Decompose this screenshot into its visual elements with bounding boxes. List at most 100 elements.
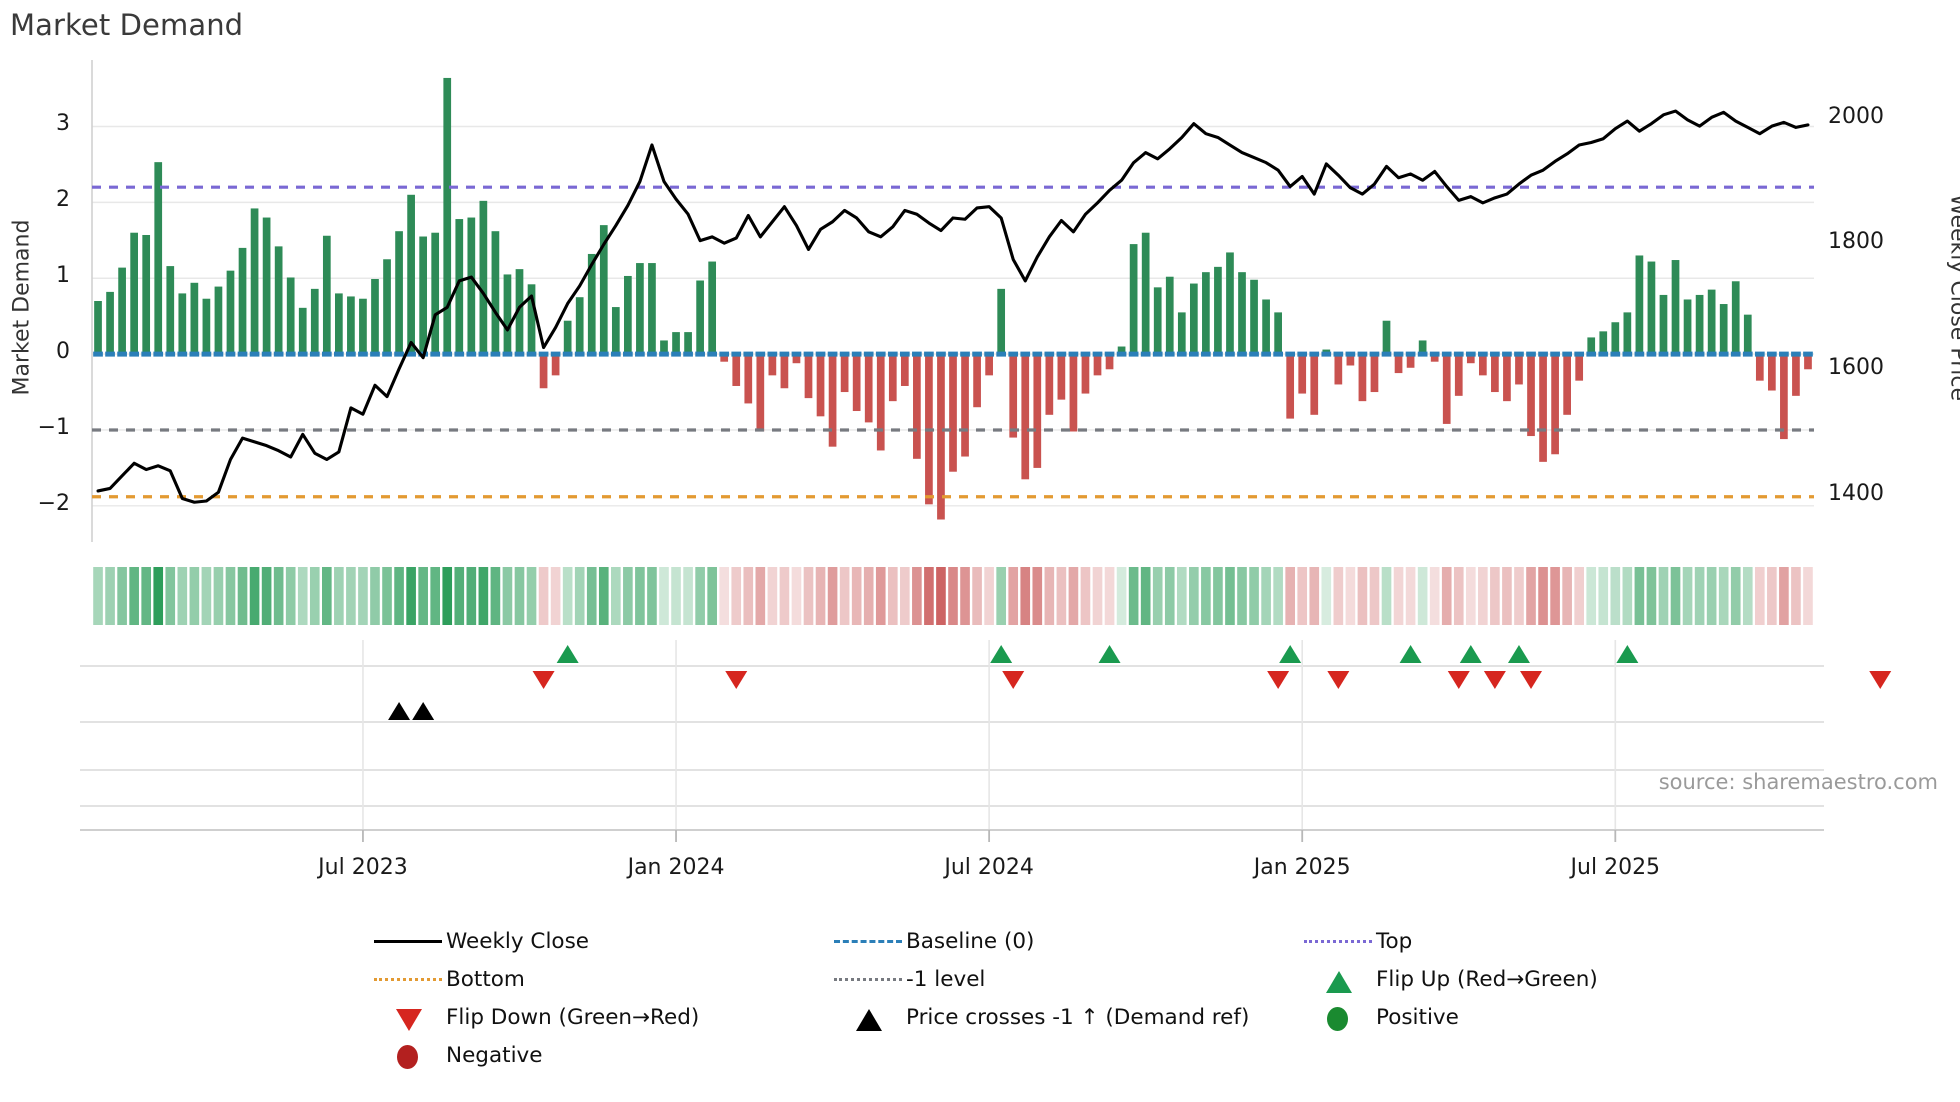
demand-bar [286, 277, 295, 355]
demand-bar [130, 232, 139, 355]
demand-bar [1153, 287, 1162, 355]
demand-bar [1105, 354, 1114, 370]
x-tick: Jan 2025 [1253, 855, 1351, 880]
heatmap-cell [1441, 567, 1452, 625]
legend-label: Baseline (0) [906, 928, 1035, 954]
heatmap-cell [1357, 567, 1368, 625]
heatmap-cell [1164, 567, 1175, 625]
demand-bar [563, 320, 572, 355]
heatmap-cell [743, 567, 754, 625]
demand-bar [900, 354, 909, 386]
heatmap-cell [1779, 567, 1789, 625]
demand-bar [587, 253, 596, 355]
heatmap-cell [996, 567, 1006, 625]
heatmap-cell [1345, 567, 1356, 625]
legend-item[interactable]: Price crosses -1 ↑ (Demand ref) [830, 998, 1300, 1036]
demand-bar [166, 266, 175, 355]
demand-bar [1683, 299, 1692, 355]
heatmap-cell [972, 567, 982, 625]
demand-bar [491, 231, 500, 355]
demand-bar [1587, 337, 1596, 355]
demand-bar [1454, 354, 1463, 396]
heatmap-cell [900, 567, 910, 625]
demand-bar [624, 275, 632, 355]
demand-bar [876, 354, 885, 451]
demand-bar [1081, 354, 1090, 394]
legend-item[interactable]: Bottom [370, 960, 830, 998]
legend-symbol [1304, 940, 1372, 943]
heatmap-cell [562, 567, 573, 625]
demand-bar [335, 293, 343, 355]
heatmap-cell [1273, 567, 1283, 625]
legend-item[interactable]: Positive [1300, 998, 1690, 1036]
demand-bar [1274, 312, 1282, 355]
heatmap-cell [1646, 567, 1657, 625]
legend-item[interactable]: Flip Down (Green→Red) [370, 998, 830, 1036]
y-tick-left: 0 [56, 339, 70, 365]
demand-bar [672, 332, 680, 355]
legend-item[interactable]: Baseline (0) [830, 922, 1300, 960]
heatmap-cell [1309, 567, 1320, 625]
flip-down-marker [1869, 670, 1892, 690]
heatmap-cell [1297, 567, 1308, 625]
heatmap-cell [1465, 567, 1476, 625]
heatmap-cell [502, 567, 513, 625]
demand-bar [792, 354, 801, 364]
legend-item[interactable]: Flip Up (Red→Green) [1300, 960, 1690, 998]
demand-bar [660, 340, 668, 355]
heatmap-cell [430, 567, 441, 625]
y-tick-left: 3 [56, 111, 70, 137]
y-tick-left: 1 [56, 263, 70, 289]
heatmap-cell [466, 567, 477, 625]
demand-bar [310, 288, 319, 355]
demand-bar [997, 288, 1006, 355]
demand-bar [720, 354, 729, 362]
demand-bar [1346, 354, 1355, 366]
demand-bar [1755, 354, 1764, 381]
heatmap-cell [887, 567, 898, 625]
legend-item[interactable]: Negative [370, 1036, 830, 1074]
heatmap-cell [1237, 567, 1247, 625]
demand-bar [1430, 354, 1439, 362]
heatmap-cell [671, 567, 681, 625]
legend-symbol [834, 978, 902, 981]
demand-bar [1792, 354, 1800, 396]
legend-circle-icon [370, 1042, 446, 1069]
demand-bar [1780, 354, 1788, 440]
demand-bar [178, 293, 187, 355]
heatmap-cell [1767, 567, 1777, 625]
demand-bar [1117, 346, 1126, 355]
heatmap-cell [1550, 567, 1560, 625]
demand-bar [1599, 331, 1608, 355]
heatmap-cell [141, 567, 152, 625]
demand-bar [1442, 354, 1451, 424]
heatmap-cell [1429, 567, 1440, 625]
heatmap-cell [1333, 567, 1344, 625]
demand-bar [1009, 354, 1018, 438]
legend-item[interactable]: Top [1300, 922, 1690, 960]
legend-symbol [834, 940, 902, 943]
heatmap-cell [839, 567, 850, 625]
flip-up-marker [1507, 644, 1530, 664]
heatmap-cell [731, 567, 742, 625]
legend-symbol [397, 1045, 418, 1069]
demand-bar [1226, 252, 1234, 355]
legend-item[interactable]: Weekly Close [370, 922, 830, 960]
heatmap-cell [1634, 567, 1645, 625]
heatmap-cell [1128, 567, 1139, 625]
demand-bar [1491, 354, 1499, 393]
heatmap-cell [1008, 567, 1019, 625]
heatmap-cell [1754, 567, 1765, 625]
demand-bar [636, 263, 644, 355]
heatmap-cell [1213, 567, 1223, 625]
legend-dotted-line-icon [830, 966, 906, 992]
heatmap-cell [683, 567, 693, 625]
demand-bar [1647, 261, 1656, 355]
heatmap-cell [1490, 567, 1500, 625]
heatmap-cell [623, 567, 633, 625]
flip-up-marker [1399, 644, 1422, 664]
legend-item[interactable]: -1 level [830, 960, 1300, 998]
flip-up-marker [990, 644, 1013, 664]
demand-bar [1214, 266, 1222, 355]
demand-bar [852, 354, 861, 412]
